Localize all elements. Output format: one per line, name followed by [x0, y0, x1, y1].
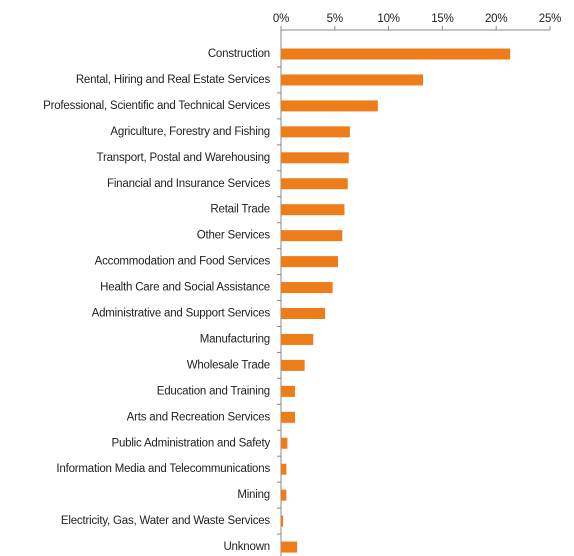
bar: [281, 308, 326, 319]
y-tick-label: Administrative and Support Services: [92, 308, 271, 320]
bar: [281, 359, 305, 371]
bar: [281, 48, 511, 60]
y-tick-label: Information Media and Telecommunications: [56, 463, 270, 475]
y-tick-label: Manufacturing: [200, 333, 270, 345]
bar: [281, 541, 298, 553]
y-tick-label: Arts and Recreation Services: [127, 411, 271, 423]
bar: [281, 411, 295, 423]
bar: [281, 152, 349, 164]
bar: [281, 437, 288, 449]
y-tick-label: Wholesale Trade: [187, 359, 270, 371]
bar: [281, 333, 314, 345]
x-tick-label: 10%: [377, 13, 399, 25]
bar: [281, 282, 333, 294]
bar: [281, 100, 378, 112]
y-tick-label: Electricity, Gas, Water and Waste Servic…: [61, 515, 271, 527]
bar: [281, 463, 287, 475]
x-tick-label: 25%: [539, 13, 561, 25]
y-tick-label: Agriculture, Forestry and Fishing: [110, 126, 270, 138]
y-tick-label: Rental, Hiring and Real Estate Services: [76, 74, 271, 86]
y-tick-label: Public Administration and Safety: [111, 437, 270, 449]
bar: [281, 256, 339, 268]
y-tick-label: Education and Training: [157, 385, 270, 397]
x-tick-label: 0%: [273, 13, 289, 25]
bar: [281, 385, 295, 397]
y-tick-label: Construction: [208, 48, 270, 60]
bar: [281, 74, 424, 86]
y-tick-label: Retail Trade: [210, 204, 270, 216]
bar: [281, 489, 287, 501]
y-tick-label: Mining: [237, 489, 270, 501]
bar: [281, 515, 284, 527]
y-tick-label: Other Services: [197, 230, 271, 242]
y-tick-label: Financial and Insurance Services: [107, 178, 270, 190]
x-tick-label: 20%: [485, 13, 507, 25]
y-tick-label: Professional, Scientific and Technical S…: [43, 100, 270, 112]
bar: [281, 126, 350, 138]
bar: [281, 178, 348, 190]
x-tick-label: 5%: [327, 13, 343, 25]
y-tick-label: Accommodation and Food Services: [95, 256, 271, 268]
bar: [281, 204, 345, 216]
bar: [281, 230, 343, 242]
y-tick-label: Health Care and Social Assistance: [100, 282, 270, 294]
y-tick-label: Transport, Postal and Warehousing: [97, 152, 270, 164]
y-tick-label: Unknown: [223, 541, 270, 553]
x-tick-label: 15%: [431, 13, 453, 25]
